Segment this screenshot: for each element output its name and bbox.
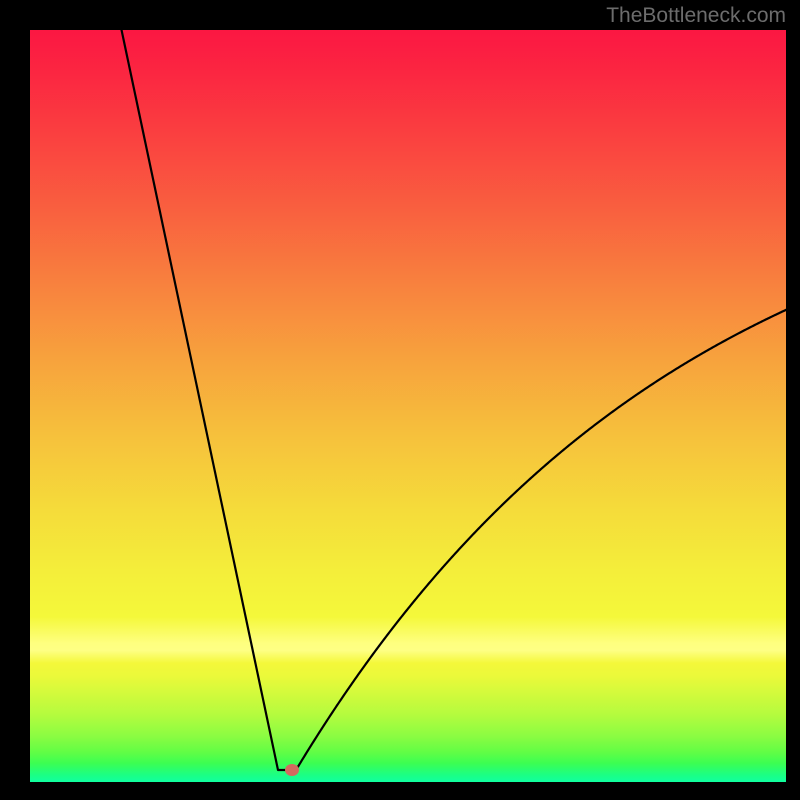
frame-border [0, 782, 800, 800]
watermark-text: TheBottleneck.com [606, 4, 786, 28]
gradient-background [30, 30, 786, 782]
plot-bg [30, 30, 786, 782]
minimum-marker [285, 764, 299, 776]
frame-border [0, 0, 30, 800]
frame-border [786, 0, 800, 800]
